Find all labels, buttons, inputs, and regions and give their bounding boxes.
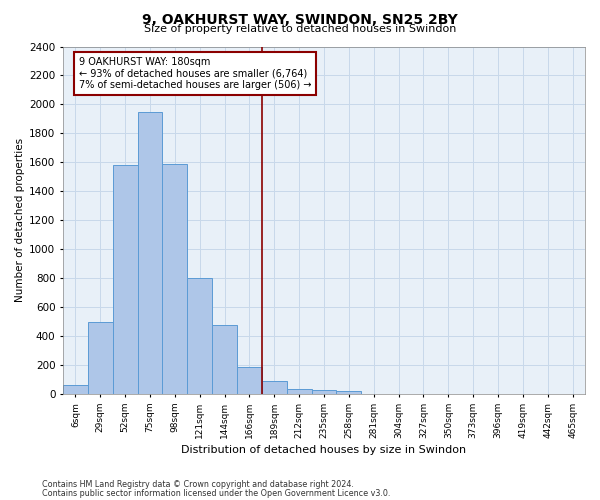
Text: 9 OAKHURST WAY: 180sqm
← 93% of detached houses are smaller (6,764)
7% of semi-d: 9 OAKHURST WAY: 180sqm ← 93% of detached… xyxy=(79,57,311,90)
Bar xyxy=(262,381,287,394)
Bar xyxy=(88,322,113,394)
Bar xyxy=(163,164,187,394)
Y-axis label: Number of detached properties: Number of detached properties xyxy=(15,138,25,302)
Text: Contains public sector information licensed under the Open Government Licence v3: Contains public sector information licen… xyxy=(42,488,391,498)
Bar xyxy=(212,324,237,394)
Text: 9, OAKHURST WAY, SWINDON, SN25 2BY: 9, OAKHURST WAY, SWINDON, SN25 2BY xyxy=(142,12,458,26)
Bar xyxy=(137,112,163,394)
Bar xyxy=(237,366,262,394)
X-axis label: Distribution of detached houses by size in Swindon: Distribution of detached houses by size … xyxy=(181,445,467,455)
Bar xyxy=(187,278,212,394)
Bar xyxy=(113,165,137,394)
Text: Contains HM Land Registry data © Crown copyright and database right 2024.: Contains HM Land Registry data © Crown c… xyxy=(42,480,354,489)
Bar xyxy=(311,390,337,394)
Bar xyxy=(287,389,311,394)
Bar xyxy=(63,386,88,394)
Bar xyxy=(337,391,361,394)
Text: Size of property relative to detached houses in Swindon: Size of property relative to detached ho… xyxy=(144,24,456,34)
